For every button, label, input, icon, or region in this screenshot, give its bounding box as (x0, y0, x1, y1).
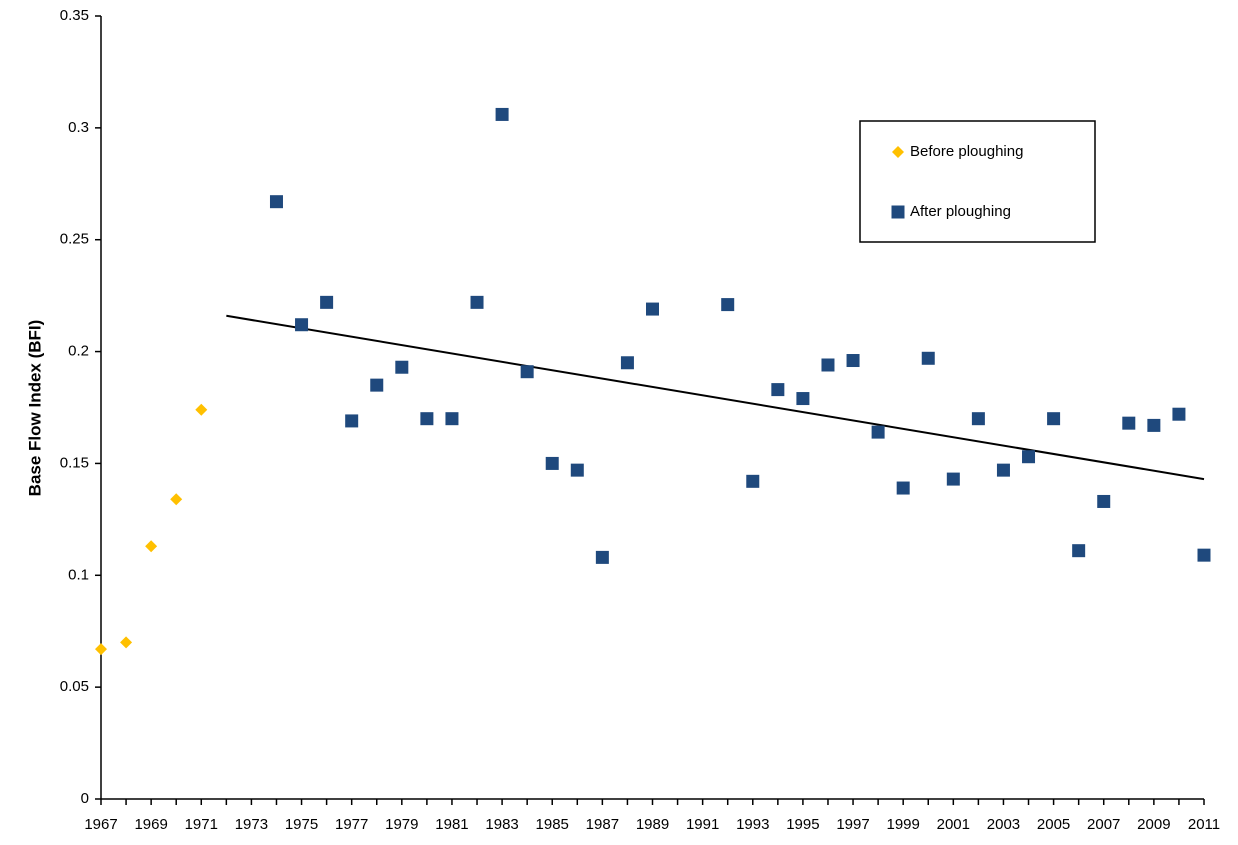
x-tick-label: 1997 (836, 816, 869, 833)
point (946, 472, 960, 486)
point (896, 481, 910, 495)
y-tick-label: 0.1 (68, 566, 89, 583)
point (1172, 407, 1186, 421)
x-tick-label: 1975 (285, 816, 318, 833)
point (95, 643, 107, 656)
point (395, 360, 409, 374)
x-tick-label: 1981 (435, 816, 468, 833)
x-tick-label: 1979 (385, 816, 418, 833)
point (145, 540, 158, 553)
point (996, 463, 1010, 477)
point (1122, 416, 1136, 430)
x-tick-label: 1991 (686, 816, 719, 833)
point (1047, 412, 1061, 426)
point (595, 550, 609, 564)
x-tick-label: 1989 (636, 816, 669, 833)
y-tick-label: 0.25 (60, 231, 89, 248)
x-tick-label: 2011 (1188, 816, 1220, 833)
point (971, 412, 985, 426)
x-tick-label: 1973 (235, 816, 268, 833)
point (470, 295, 484, 309)
point (771, 383, 785, 397)
point (420, 412, 434, 426)
point (1022, 450, 1036, 464)
point (721, 298, 735, 312)
point (1147, 418, 1161, 432)
point (345, 414, 359, 428)
point (445, 412, 459, 426)
x-tick-label: 1969 (134, 816, 167, 833)
point (620, 356, 634, 370)
legend-marker (891, 205, 905, 219)
point (370, 378, 384, 392)
x-tick-label: 1995 (786, 816, 819, 833)
point (846, 354, 860, 368)
x-tick-label: 1971 (185, 816, 218, 833)
point (1197, 548, 1211, 562)
legend-label: Before ploughing (910, 143, 1023, 160)
point (570, 463, 584, 477)
x-tick-label: 2009 (1137, 816, 1170, 833)
point (195, 403, 208, 416)
x-tick-label: 2005 (1037, 816, 1070, 833)
legend-box (859, 120, 1096, 243)
y-tick-label: 0.35 (60, 7, 89, 24)
y-tick-label: 0.15 (60, 454, 89, 471)
legend-marker (892, 146, 904, 158)
x-tick-label: 2001 (937, 816, 970, 833)
point (821, 358, 835, 372)
x-tick-label: 1983 (485, 816, 518, 833)
x-tick-label: 1985 (536, 816, 569, 833)
point (871, 425, 885, 439)
x-tick-label: 1993 (736, 816, 769, 833)
x-tick-label: 2003 (987, 816, 1020, 833)
legend-label: After ploughing (910, 203, 1011, 220)
x-tick-label: 1999 (886, 816, 919, 833)
y-tick-label: 0.05 (60, 678, 89, 695)
x-tick-label: 1977 (335, 816, 368, 833)
point (746, 474, 760, 488)
point (520, 365, 534, 379)
point (295, 318, 309, 332)
point (320, 295, 334, 309)
point (170, 493, 183, 506)
trendline (226, 314, 1205, 481)
x-tick-label: 2007 (1087, 816, 1120, 833)
y-axis-label: Base Flow Index (BFI) (25, 320, 44, 497)
point (120, 636, 133, 649)
point (269, 195, 283, 209)
point (921, 351, 935, 365)
y-tick-label: 0 (81, 790, 89, 807)
point (1097, 494, 1111, 508)
y-tick-label: 0.2 (68, 343, 89, 360)
point (545, 456, 559, 470)
point (1072, 544, 1086, 558)
x-tick-label: 1987 (586, 816, 619, 833)
x-tick-label: 1967 (84, 816, 117, 833)
point (495, 107, 509, 121)
point (796, 392, 810, 406)
y-tick-label: 0.3 (68, 119, 89, 136)
point (646, 302, 659, 316)
